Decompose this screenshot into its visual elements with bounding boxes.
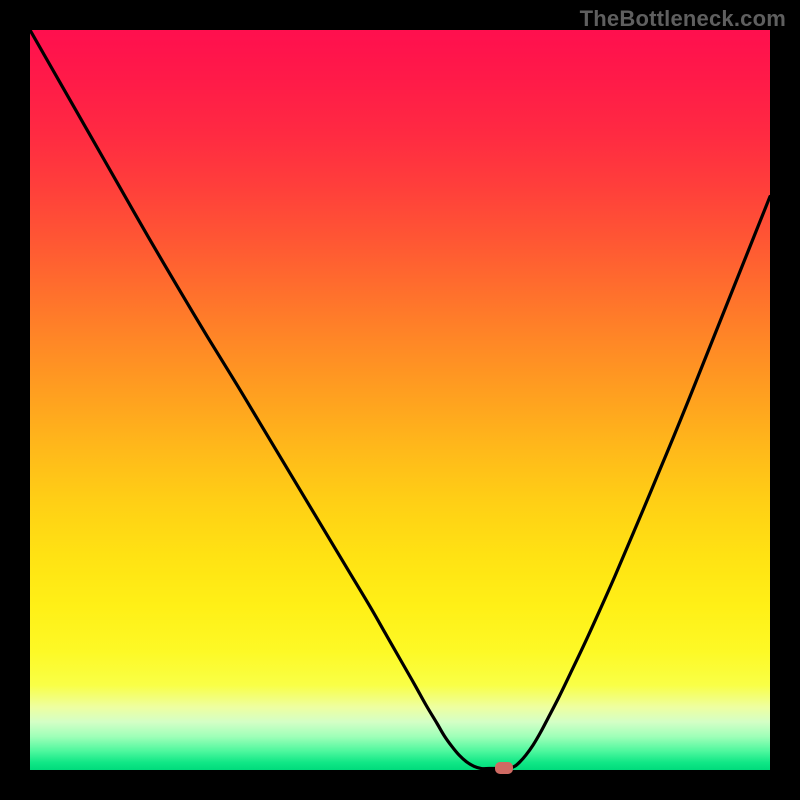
minimum-marker: [495, 762, 513, 774]
gradient-and-curve: [30, 30, 770, 770]
watermark-text: TheBottleneck.com: [580, 6, 786, 32]
plot-area: [30, 30, 770, 770]
chart-frame: TheBottleneck.com: [0, 0, 800, 800]
